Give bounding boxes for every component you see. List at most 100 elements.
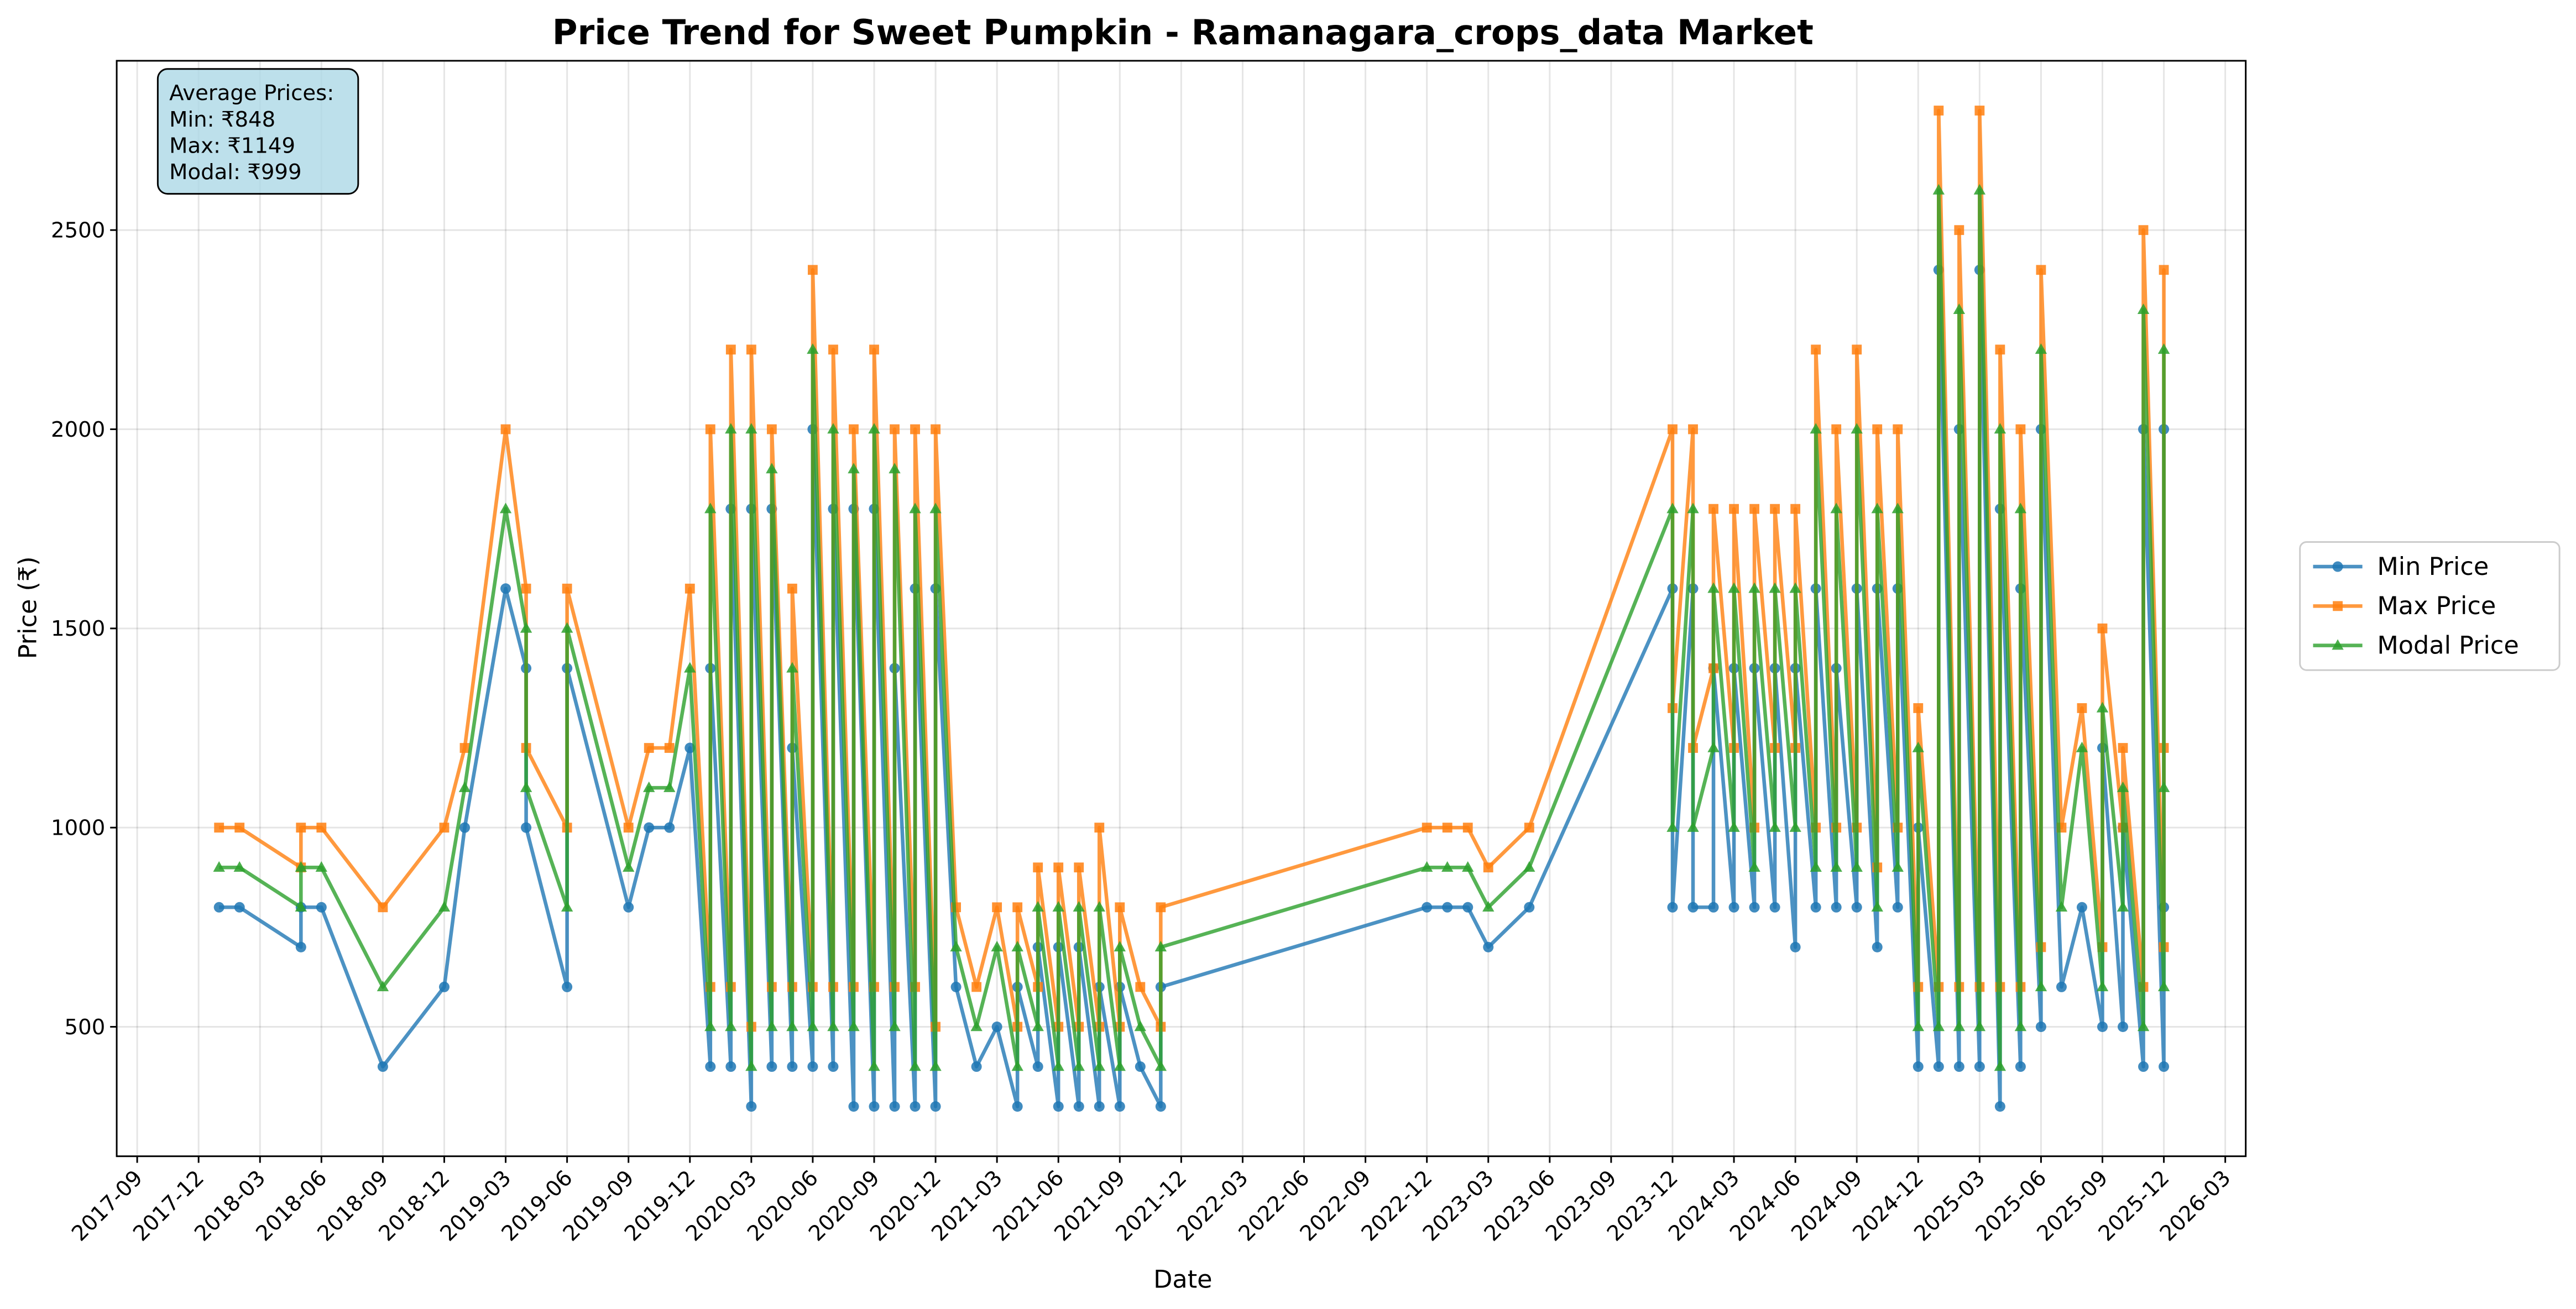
data-point bbox=[2035, 1021, 2046, 1032]
data-point bbox=[848, 1020, 860, 1032]
data-point bbox=[2159, 265, 2169, 275]
data-point bbox=[500, 583, 511, 594]
data-point bbox=[459, 822, 471, 833]
data-point bbox=[2137, 1020, 2150, 1032]
data-point bbox=[991, 1021, 1002, 1032]
data-point bbox=[1810, 423, 1822, 434]
data-point bbox=[316, 902, 327, 913]
data-point bbox=[1053, 1101, 1064, 1112]
data-point bbox=[971, 1061, 982, 1072]
data-point bbox=[1728, 582, 1740, 593]
data-point bbox=[1012, 1101, 1023, 1112]
data-point bbox=[1155, 1101, 1166, 1112]
data-point bbox=[766, 1020, 778, 1032]
data-point bbox=[1748, 582, 1760, 593]
data-point bbox=[1810, 861, 1822, 872]
data-point bbox=[2015, 424, 2026, 434]
data-point bbox=[1688, 424, 1698, 434]
legend-label: Min Price bbox=[2377, 552, 2489, 581]
data-point bbox=[1770, 504, 1780, 514]
data-point bbox=[1728, 821, 1740, 832]
data-point bbox=[234, 902, 245, 913]
data-point bbox=[1442, 823, 1452, 833]
data-point bbox=[869, 344, 879, 355]
data-point bbox=[868, 1060, 880, 1071]
data-point bbox=[2118, 743, 2128, 753]
data-point bbox=[1708, 504, 1718, 514]
data-point bbox=[2138, 1061, 2149, 1072]
data-point bbox=[725, 344, 736, 355]
data-point bbox=[890, 424, 900, 434]
data-point bbox=[2015, 1061, 2026, 1072]
data-point bbox=[1033, 862, 1043, 873]
data-point bbox=[1093, 900, 1105, 912]
data-point bbox=[644, 822, 655, 833]
data-point bbox=[1422, 902, 1433, 913]
data-point bbox=[1032, 1020, 1044, 1032]
data-point bbox=[889, 1101, 900, 1112]
data-point bbox=[643, 781, 655, 792]
data-point bbox=[1074, 862, 1084, 873]
data-point bbox=[520, 622, 532, 633]
data-point bbox=[1831, 424, 1842, 434]
data-point bbox=[316, 823, 327, 833]
y-tick-label: 2500 bbox=[51, 218, 105, 243]
data-point bbox=[745, 1060, 757, 1071]
data-point bbox=[685, 583, 695, 594]
data-point bbox=[438, 900, 451, 912]
data-point bbox=[1830, 502, 1842, 514]
data-point bbox=[705, 1061, 716, 1072]
data-point bbox=[2138, 225, 2149, 235]
data-point bbox=[2076, 902, 2087, 913]
data-point bbox=[2097, 623, 2108, 633]
data-point bbox=[786, 1020, 798, 1032]
data-point bbox=[1789, 582, 1801, 593]
data-point bbox=[1156, 902, 1166, 913]
data-point bbox=[1995, 344, 2005, 355]
data-point bbox=[213, 861, 225, 872]
data-point bbox=[562, 981, 573, 992]
data-point bbox=[2117, 781, 2129, 792]
data-point bbox=[725, 1061, 736, 1072]
data-point bbox=[1913, 1061, 1924, 1072]
data-point bbox=[1749, 504, 1759, 514]
data-point bbox=[705, 424, 715, 434]
data-point bbox=[869, 1101, 880, 1112]
data-point bbox=[1912, 741, 1924, 752]
data-point bbox=[1052, 900, 1064, 912]
data-point bbox=[561, 622, 573, 633]
data-point bbox=[1953, 303, 1966, 315]
data-point bbox=[2014, 1020, 2027, 1032]
data-point bbox=[1011, 941, 1023, 952]
data-point bbox=[1728, 902, 1739, 913]
data-point bbox=[2035, 981, 2047, 992]
data-point bbox=[1114, 1060, 1126, 1071]
data-point bbox=[1974, 106, 1985, 116]
data-point bbox=[2055, 900, 2068, 912]
data-point bbox=[1851, 423, 1863, 434]
data-point bbox=[1932, 184, 1945, 195]
data-point bbox=[1093, 1060, 1105, 1071]
data-point bbox=[2014, 502, 2027, 514]
data-point bbox=[2157, 781, 2170, 792]
data-point bbox=[1667, 902, 1678, 913]
data-point bbox=[1708, 902, 1719, 913]
data-point bbox=[213, 902, 224, 913]
data-point bbox=[787, 1061, 798, 1072]
data-point bbox=[1790, 941, 1801, 952]
data-point bbox=[849, 424, 859, 434]
data-point bbox=[746, 344, 756, 355]
data-point bbox=[623, 861, 635, 872]
data-point bbox=[458, 781, 471, 792]
data-point bbox=[1871, 502, 1883, 514]
data-point bbox=[1831, 902, 1842, 913]
data-point bbox=[1769, 582, 1781, 593]
data-point bbox=[1852, 344, 1862, 355]
data-point bbox=[1666, 821, 1679, 832]
data-point bbox=[377, 1061, 388, 1072]
data-point bbox=[1115, 902, 1125, 913]
data-point bbox=[2157, 343, 2170, 354]
data-point bbox=[438, 981, 450, 992]
data-point bbox=[1973, 184, 1986, 195]
y-tick-label: 1000 bbox=[51, 816, 105, 841]
